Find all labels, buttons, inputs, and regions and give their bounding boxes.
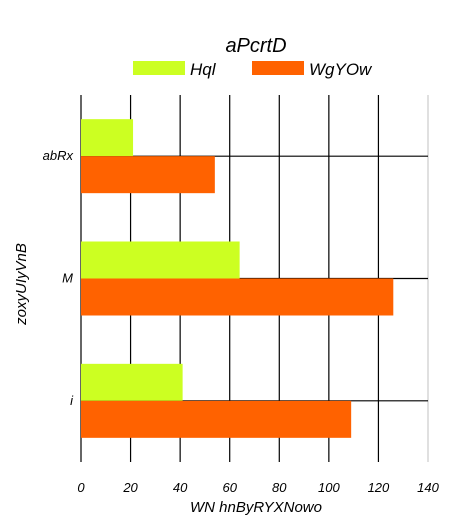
bar-hql-abrx <box>81 119 134 157</box>
y-tick-labels: abRx Mi <box>43 148 74 408</box>
x-tick-label-40: 40 <box>173 480 188 495</box>
bar-wgyow-m <box>81 278 394 316</box>
x-tick-label-100: 100 <box>318 480 340 495</box>
legend-label-hql: Hql <box>190 60 217 79</box>
bar-hql-m <box>81 241 240 279</box>
y-tick-label-1: M <box>62 271 73 286</box>
y-axis-label: zoxyUIyVnB <box>13 243 30 326</box>
x-tick-label-0: 0 <box>77 480 85 495</box>
x-tick-labels: 0 20 40 60 80 100 120 140 <box>77 480 439 495</box>
legend-label-wgyow: WgYOw <box>309 60 373 79</box>
legend-swatch-hql <box>133 61 185 75</box>
bar-wgyow-i <box>81 400 352 438</box>
x-tick-label-120: 120 <box>368 480 390 495</box>
legend-swatch-wgyow <box>252 61 304 75</box>
legend: Hql WgYOw <box>133 60 373 79</box>
x-tick-label-80: 80 <box>272 480 287 495</box>
x-tick-label-60: 60 <box>222 480 237 495</box>
bar-hql-i <box>81 363 183 401</box>
bars <box>81 119 394 438</box>
chart-title: aPcrtD <box>225 35 286 57</box>
y-tick-label-0: abRx <box>43 148 74 163</box>
x-tick-label-20: 20 <box>122 480 138 495</box>
x-tick-label-140: 140 <box>417 480 439 495</box>
x-axis-label: WN hnByRYXNowo <box>190 499 322 516</box>
bar-wgyow-abrx <box>81 156 215 194</box>
y-tick-label-2: i <box>70 393 74 408</box>
